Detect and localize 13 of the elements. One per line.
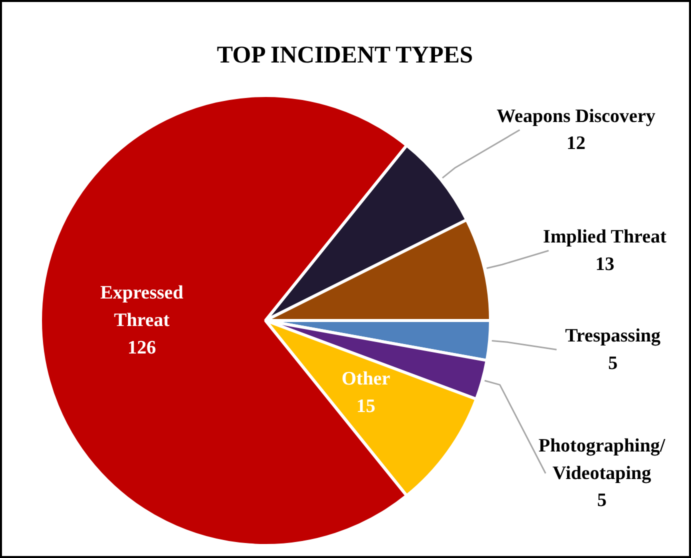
data-label: 13 (595, 254, 614, 275)
data-label: 5 (608, 352, 618, 374)
chart-title: TOP INCIDENT TYPES (216, 42, 473, 68)
data-label: 15 (356, 396, 376, 418)
slice-label: Other (342, 368, 391, 390)
slice-label: Expressed Threat (100, 282, 184, 331)
data-label: 126 (128, 337, 156, 358)
data-label: 12 (566, 133, 586, 154)
slice-label: Weapons Discovery (496, 106, 656, 127)
slice-label: Trespassing (565, 325, 662, 346)
slice-label: Implied Threat (543, 226, 668, 248)
data-label: 5 (597, 490, 607, 512)
slice-label: Photographing/ Videotaping (538, 436, 666, 484)
